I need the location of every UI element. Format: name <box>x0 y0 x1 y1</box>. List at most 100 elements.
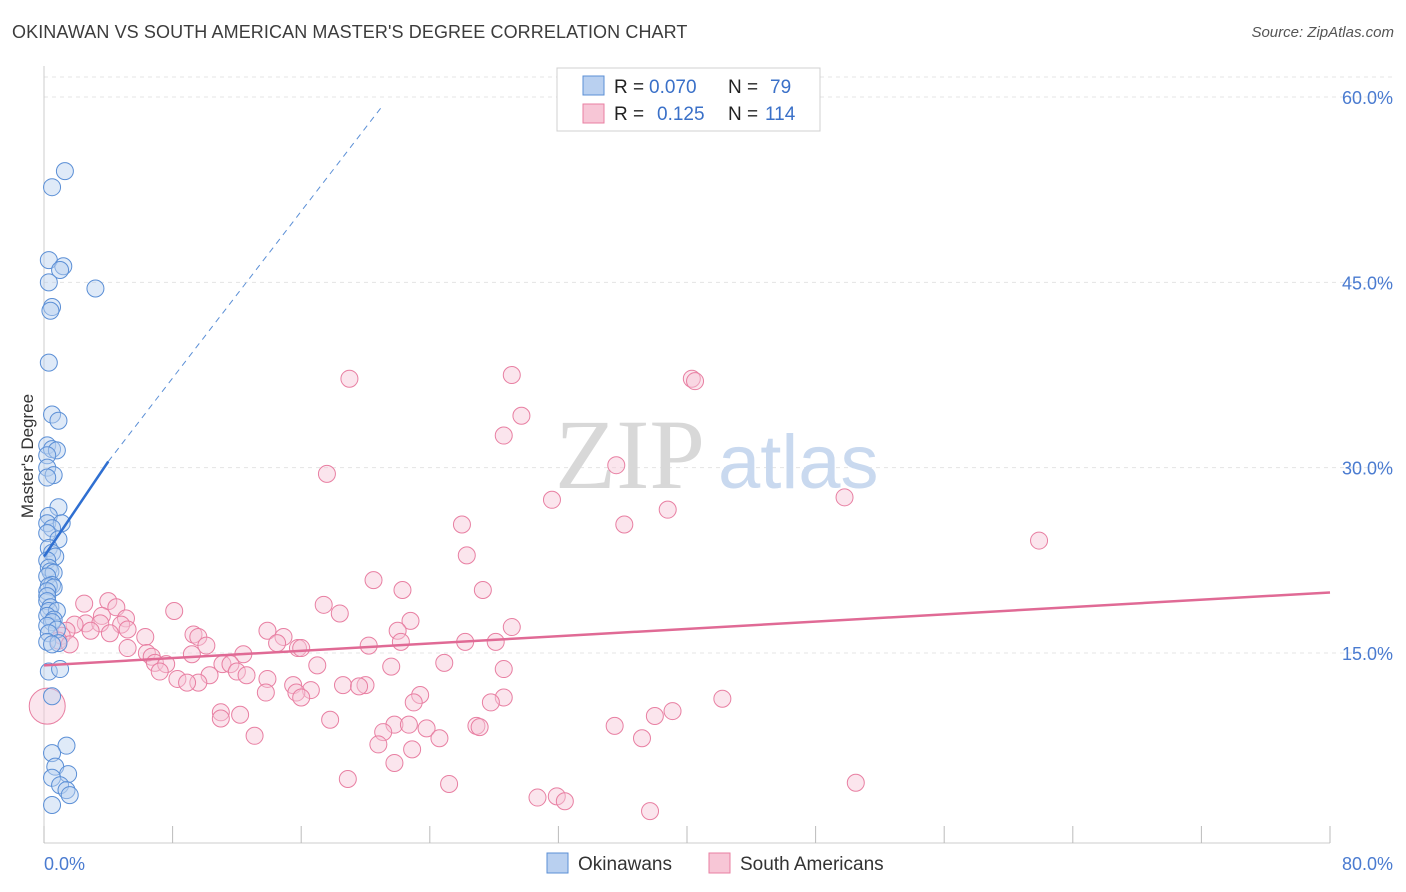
south-americans-point <box>301 681 320 700</box>
okinawans-point <box>39 273 58 292</box>
south-americans-point <box>615 515 634 534</box>
okinawans-point <box>38 436 57 455</box>
okinawans-point <box>38 524 57 543</box>
south-americans-point <box>385 715 404 734</box>
bottom-legend-okinawans: Okinawans <box>578 854 672 875</box>
south-americans-point <box>1030 531 1049 550</box>
okinawans-trend-line <box>42 460 110 558</box>
okinawans-trend-extension <box>107 106 382 462</box>
legend-okinawans-r-value: 0.070 <box>649 77 697 98</box>
south-americans-point <box>100 624 119 643</box>
south-americans-point <box>401 611 420 630</box>
south-americans-point <box>292 639 311 658</box>
south-americans-point <box>605 716 624 735</box>
okinawans-point <box>38 458 57 477</box>
south-americans-point <box>197 636 216 655</box>
south-americans-point <box>28 687 66 725</box>
okinawans-point <box>47 441 66 460</box>
bottom-legend-swatch-okinawans <box>546 852 569 874</box>
south-americans-point <box>330 604 349 623</box>
south-americans-point <box>658 500 677 519</box>
okinawans-point <box>38 446 57 465</box>
south-americans-point <box>411 686 430 705</box>
south-americans-point <box>382 657 401 676</box>
okinawans-point <box>38 514 57 533</box>
south-americans-point <box>835 488 854 507</box>
south-americans-point <box>258 669 277 688</box>
south-americans-point <box>321 710 340 729</box>
south-americans-point <box>555 792 574 811</box>
south-americans-point <box>435 653 454 672</box>
okinawans-point <box>86 279 105 298</box>
south-americans-point <box>713 689 732 708</box>
south-americans-point <box>404 693 423 712</box>
south-americans-point <box>333 676 352 695</box>
south-americans-point <box>403 740 422 759</box>
south-americans-point <box>452 515 471 534</box>
south-americans-trend-line <box>43 591 1331 667</box>
south-americans-point <box>399 715 418 734</box>
okinawans-point <box>41 301 60 320</box>
south-americans-points <box>28 366 1049 821</box>
legend-swatch-okinawans <box>582 75 605 96</box>
south-americans-point <box>632 729 651 748</box>
south-americans-point <box>512 406 531 425</box>
south-americans-point <box>440 774 459 793</box>
south-americans-point <box>200 666 219 685</box>
y-tick-label: 30.0% <box>1342 459 1393 479</box>
south-americans-point <box>369 735 388 754</box>
okinawans-point <box>38 587 57 606</box>
south-americans-point <box>682 369 701 388</box>
legend: R = 0.070 N = 79 R = 0.125 N = 114 <box>556 67 821 132</box>
south-americans-point <box>502 366 521 384</box>
south-americans-point <box>178 673 197 692</box>
south-americans-point <box>314 595 333 614</box>
south-americans-point <box>846 773 865 792</box>
y-tick-label: 45.0% <box>1342 273 1393 293</box>
south-americans-point <box>227 662 246 681</box>
grid-lines <box>44 76 1393 654</box>
watermark-atlas: atlas <box>718 420 879 505</box>
okinawans-point <box>39 662 58 681</box>
south-americans-point <box>663 702 682 721</box>
south-americans-point <box>486 632 505 651</box>
south-americans-point <box>317 464 336 483</box>
south-americans-point <box>473 580 492 599</box>
legend-south-n-label: N = <box>728 104 758 125</box>
south-americans-point <box>231 705 250 724</box>
okinawans-point <box>39 353 58 372</box>
legend-okinawans-n-label: N = <box>728 77 758 98</box>
okinawans-point <box>43 687 62 706</box>
south-americans-point <box>494 426 513 445</box>
south-americans-point <box>308 656 327 675</box>
south-americans-point <box>258 621 277 640</box>
south-americans-point <box>430 729 449 748</box>
south-americans-point <box>457 546 476 565</box>
south-americans-point <box>641 802 660 821</box>
okinawans-point <box>60 786 79 805</box>
y-tick-label: 15.0% <box>1342 644 1393 664</box>
south-americans-point <box>211 703 230 722</box>
okinawans-point <box>43 744 62 763</box>
trend-lines <box>42 106 1331 667</box>
south-americans-point <box>136 627 155 646</box>
okinawans-point <box>38 616 57 635</box>
south-americans-point <box>470 718 489 737</box>
south-americans-point <box>542 490 561 509</box>
south-americans-point <box>184 625 203 644</box>
okinawans-point <box>57 736 76 755</box>
south-americans-point <box>393 580 412 599</box>
bottom-legend-south-americans: South Americans <box>740 854 884 875</box>
south-americans-point <box>686 372 705 391</box>
okinawans-point <box>43 178 62 197</box>
south-americans-point <box>388 621 407 640</box>
south-americans-point <box>528 788 547 807</box>
south-americans-point <box>340 369 359 388</box>
okinawans-point <box>43 519 62 538</box>
south-americans-point <box>385 753 404 772</box>
south-americans-point <box>391 632 410 651</box>
legend-okinawans-r-label: R = <box>614 77 644 98</box>
legend-swatch-south-americans <box>582 103 605 124</box>
legend-okinawans-n-value: 79 <box>770 77 791 98</box>
